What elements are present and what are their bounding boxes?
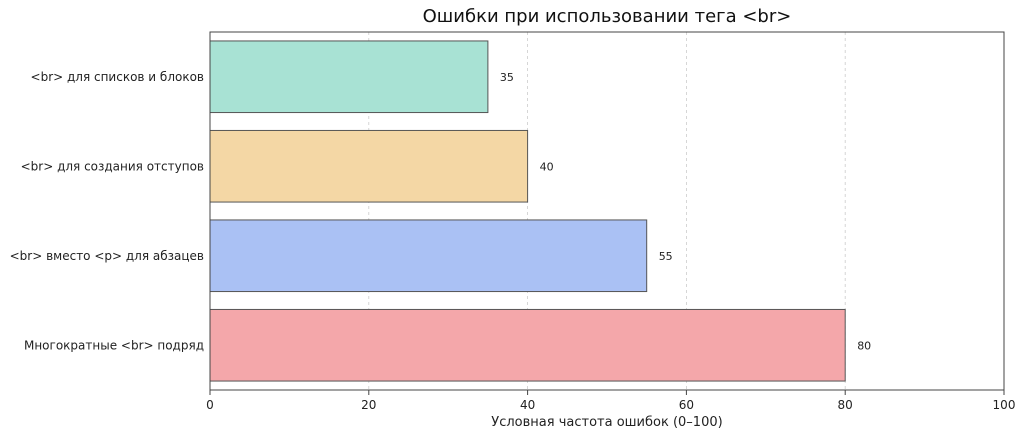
category-label: <br> для создания отступов <box>21 159 204 173</box>
category-labels: <br> для списков и блоков <br> для создан… <box>10 70 204 353</box>
x-tick-label: 100 <box>993 398 1016 412</box>
bars <box>209 40 846 382</box>
value-labels: 35 40 55 80 <box>500 71 871 353</box>
x-axis-label: Условная частота ошибок (0–100) <box>491 415 722 430</box>
x-tick-label: 60 <box>679 398 694 412</box>
chart-title: Ошибки при использовании тега <br> <box>423 6 792 27</box>
x-tick-label: 20 <box>361 398 376 412</box>
category-label: <br> для списков и блоков <box>31 70 204 84</box>
plot-frame <box>209 31 1005 391</box>
bar <box>209 40 489 114</box>
x-tick-label: 80 <box>838 398 853 412</box>
category-label: <br> вместо <p> для абзацев <box>10 249 204 263</box>
value-label: 35 <box>500 71 514 84</box>
bar <box>209 129 529 203</box>
x-tick-label: 40 <box>520 398 535 412</box>
bar <box>209 219 648 293</box>
x-tick-label: 0 <box>206 398 214 412</box>
value-label: 80 <box>857 339 871 352</box>
value-label: 40 <box>540 160 554 173</box>
category-label: Многократные <br> подряд <box>24 338 204 352</box>
bar <box>209 308 846 382</box>
x-axis-ticks: 0 20 40 60 80 100 <box>206 390 1015 412</box>
value-label: 55 <box>659 250 673 263</box>
